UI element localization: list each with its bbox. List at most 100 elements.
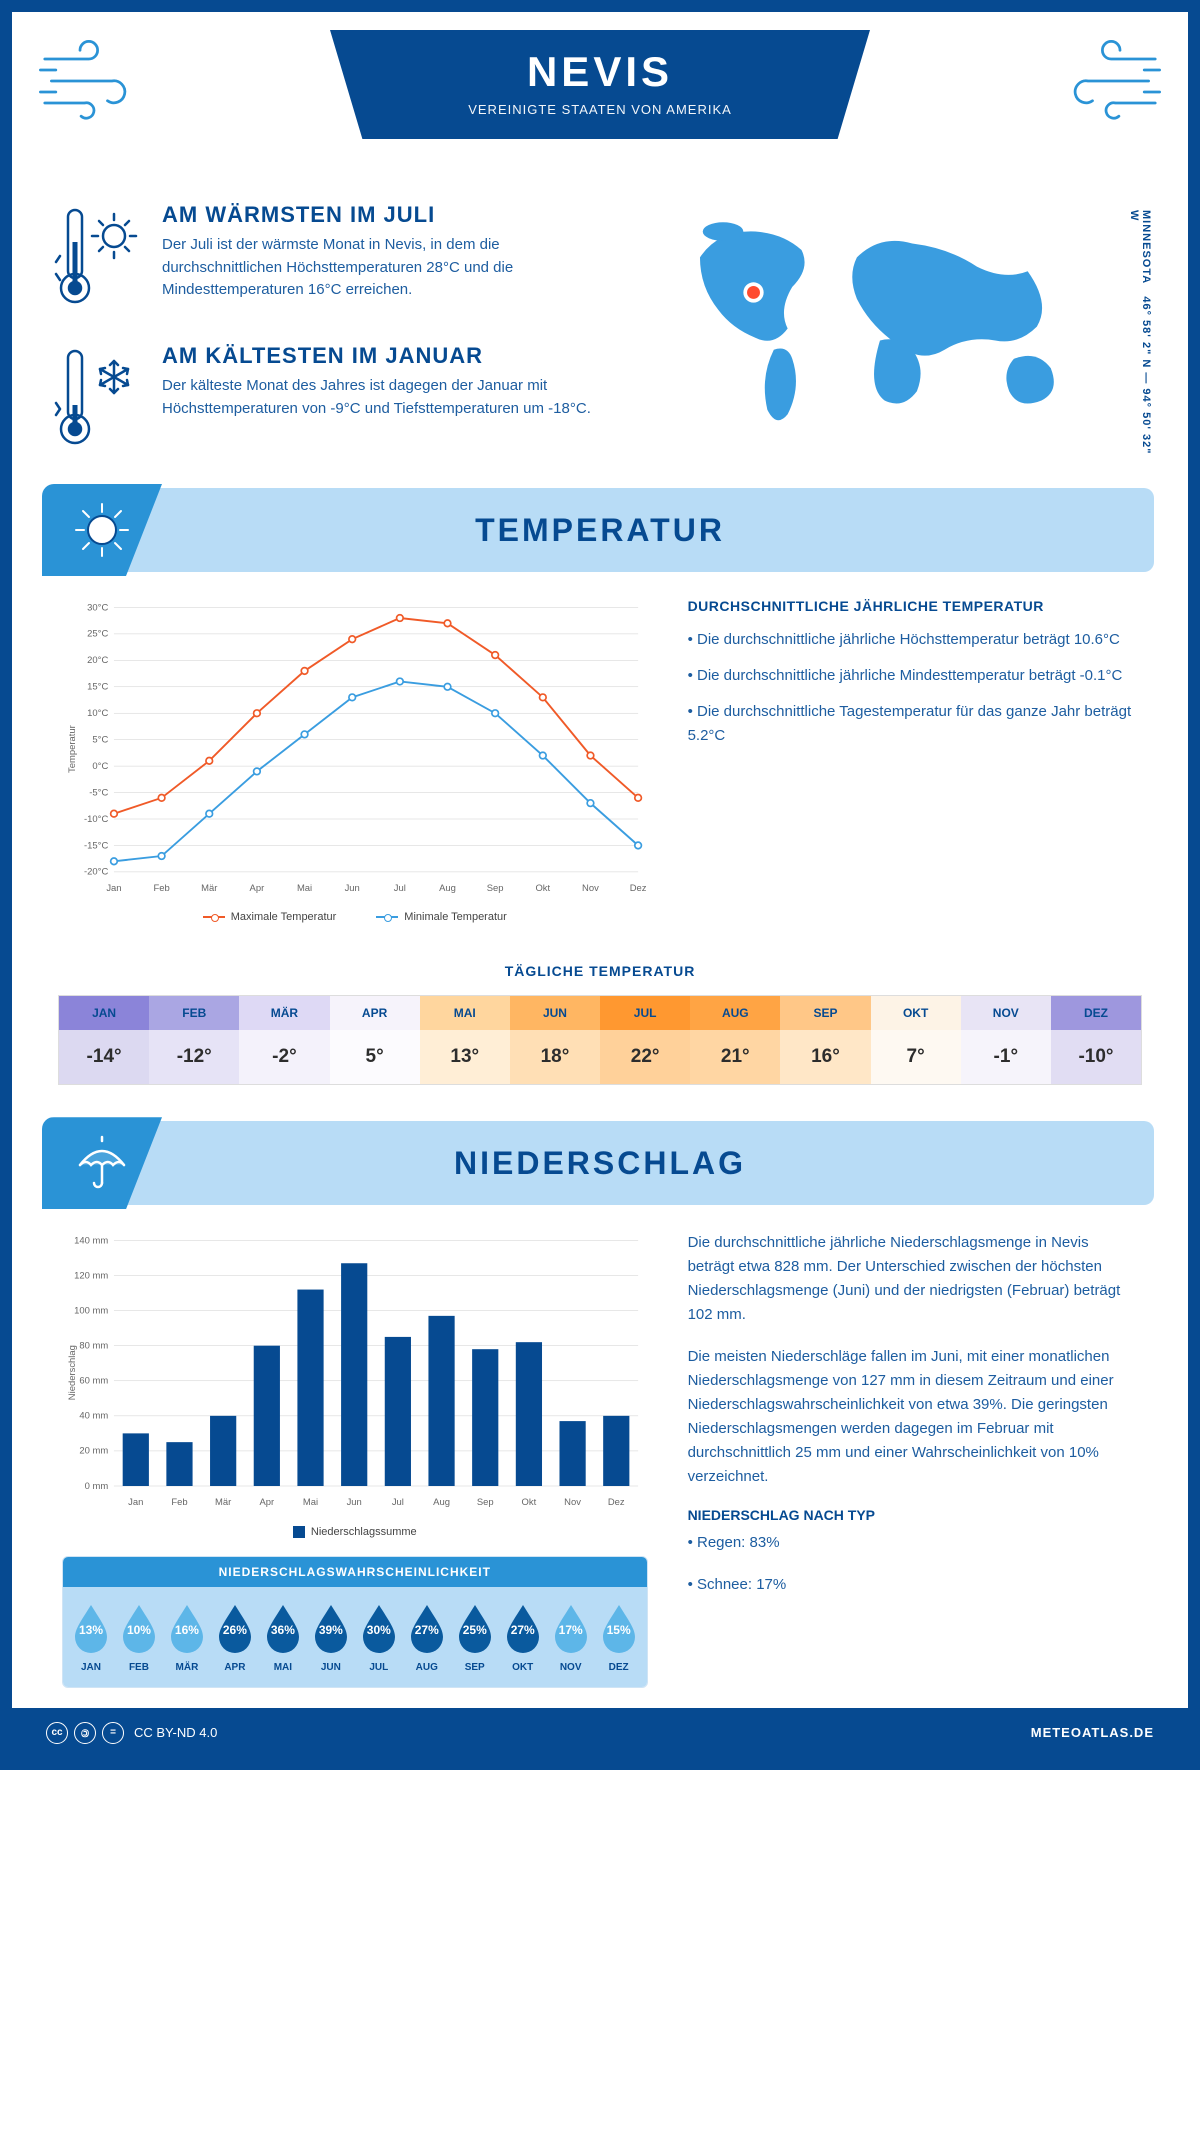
coordinates: MINNESOTA 46° 58' 2" N — 94° 50' 32" W (1128, 210, 1152, 458)
svg-text:-15°C: -15°C (84, 840, 108, 851)
temp-summary-text: DURCHSCHNITTLICHE JÄHRLICHE TEMPERATUR •… (688, 598, 1138, 923)
svg-text:120 mm: 120 mm (74, 1271, 108, 1282)
svg-text:100 mm: 100 mm (74, 1306, 108, 1317)
svg-text:Temperatur: Temperatur (67, 725, 78, 773)
daily-cell: DEZ-10° (1051, 996, 1141, 1084)
svg-text:0 mm: 0 mm (85, 1481, 109, 1492)
daily-cell: SEP16° (780, 996, 870, 1084)
svg-text:Mär: Mär (201, 883, 217, 894)
section-title-temp: TEMPERATUR (475, 512, 725, 549)
page-subtitle: VEREINIGTE STAATEN VON AMERIKA (370, 102, 830, 117)
svg-text:25°C: 25°C (87, 629, 108, 640)
fact-cold-title: AM KÄLTESTEN IM JANUAR (162, 343, 610, 369)
probability-drop: 26%APR (213, 1601, 257, 1673)
svg-text:30°C: 30°C (87, 602, 108, 613)
daily-cell: JUN18° (510, 996, 600, 1084)
svg-text:Okt: Okt (522, 1497, 537, 1508)
svg-text:Sep: Sep (487, 883, 504, 894)
thermometer-snow-icon (52, 343, 142, 458)
svg-text:Nov: Nov (564, 1497, 581, 1508)
svg-text:Jan: Jan (106, 883, 121, 894)
fact-cold: AM KÄLTESTEN IM JANUAR Der kälteste Mona… (52, 343, 610, 458)
probability-drop: 25%SEP (453, 1601, 497, 1673)
daily-temp-title: TÄGLICHE TEMPERATUR (12, 963, 1188, 979)
page-title: NEVIS (370, 48, 830, 96)
svg-text:Feb: Feb (153, 883, 169, 894)
svg-text:Okt: Okt (535, 883, 550, 894)
svg-text:10°C: 10°C (87, 708, 108, 719)
svg-text:Jun: Jun (347, 1497, 362, 1508)
probability-drop: 27%OKT (501, 1601, 545, 1673)
probability-drop: 15%DEZ (597, 1601, 641, 1673)
probability-drop: 10%FEB (117, 1601, 161, 1673)
svg-text:Jan: Jan (128, 1497, 143, 1508)
svg-text:-10°C: -10°C (84, 814, 108, 825)
svg-text:-20°C: -20°C (84, 867, 108, 878)
svg-text:Feb: Feb (171, 1497, 187, 1508)
section-head-temp: TEMPERATUR (46, 488, 1154, 572)
probability-drop: 17%NOV (549, 1601, 593, 1673)
daily-cell: JAN-14° (59, 996, 149, 1084)
svg-text:0°C: 0°C (92, 761, 108, 772)
thermometer-sun-icon (52, 202, 142, 317)
probability-box: NIEDERSCHLAGSWAHRSCHEINLICHKEIT 13%JAN10… (62, 1556, 648, 1688)
section-head-precip: NIEDERSCHLAG (46, 1121, 1154, 1205)
precip-chart: 0 mm 20 mm 40 mm 60 mm 80 mm 100 mm 120 mm 140 … (62, 1231, 648, 1537)
svg-text:Sep: Sep (477, 1497, 494, 1508)
svg-text:Dez: Dez (608, 1497, 625, 1508)
fact-warm-title: AM WÄRMSTEN IM JULI (162, 202, 610, 228)
daily-temp-strip: JAN-14°FEB-12°MÄR-2°APR5°MAI13°JUN18°JUL… (58, 995, 1142, 1085)
wind-icon (1054, 36, 1164, 126)
svg-text:Aug: Aug (439, 883, 456, 894)
svg-text:80 mm: 80 mm (79, 1341, 108, 1352)
svg-text:Niederschlag: Niederschlag (67, 1345, 78, 1400)
daily-cell: NOV-1° (961, 996, 1051, 1084)
svg-text:140 mm: 140 mm (74, 1235, 108, 1246)
world-map: MINNESOTA 46° 58' 2" N — 94° 50' 32" W (640, 202, 1148, 458)
wind-icon (36, 36, 146, 126)
svg-text:Apr: Apr (250, 883, 265, 894)
svg-text:40 mm: 40 mm (79, 1411, 108, 1422)
svg-text:Apr: Apr (259, 1497, 274, 1508)
daily-cell: MÄR-2° (239, 996, 329, 1084)
svg-text:5°C: 5°C (92, 734, 108, 745)
title-banner: NEVIS VEREINIGTE STAATEN VON AMERIKA (330, 30, 870, 139)
svg-text:Aug: Aug (433, 1497, 450, 1508)
svg-text:Mai: Mai (303, 1497, 318, 1508)
svg-text:Mär: Mär (215, 1497, 231, 1508)
daily-cell: APR5° (330, 996, 420, 1084)
daily-cell: FEB-12° (149, 996, 239, 1084)
svg-text:60 mm: 60 mm (79, 1376, 108, 1387)
svg-text:20 mm: 20 mm (79, 1446, 108, 1457)
svg-text:15°C: 15°C (87, 682, 108, 693)
fact-warm: AM WÄRMSTEN IM JULI Der Juli ist der wär… (52, 202, 610, 317)
daily-cell: OKT7° (871, 996, 961, 1084)
svg-text:-5°C: -5°C (89, 787, 108, 798)
daily-cell: MAI13° (420, 996, 510, 1084)
svg-text:20°C: 20°C (87, 655, 108, 666)
svg-text:Dez: Dez (630, 883, 647, 894)
precip-summary-text: Die durchschnittliche jährliche Niedersc… (688, 1231, 1138, 1687)
probability-drop: 36%MAI (261, 1601, 305, 1673)
probability-drop: 39%JUN (309, 1601, 353, 1673)
temp-legend: Maximale Temperatur Minimale Temperatur (62, 911, 648, 923)
summary-row: AM WÄRMSTEN IM JULI Der Juli ist der wär… (12, 192, 1188, 488)
probability-drop: 27%AUG (405, 1601, 449, 1673)
header: NEVIS VEREINIGTE STAATEN VON AMERIKA (12, 12, 1188, 192)
footer: cc🄯= CC BY-ND 4.0 METEOATLAS.DE (12, 1708, 1188, 1758)
fact-warm-text: Der Juli ist der wärmste Monat in Nevis,… (162, 234, 610, 302)
daily-cell: AUG21° (690, 996, 780, 1084)
site-name: METEOATLAS.DE (1031, 1725, 1154, 1740)
license-text: CC BY-ND 4.0 (134, 1725, 217, 1740)
svg-text:Jul: Jul (394, 883, 406, 894)
svg-text:Nov: Nov (582, 883, 599, 894)
cc-icons: cc🄯= (46, 1722, 124, 1744)
probability-drop: 13%JAN (69, 1601, 113, 1673)
section-title-precip: NIEDERSCHLAG (454, 1145, 746, 1182)
fact-cold-text: Der kälteste Monat des Jahres ist dagege… (162, 375, 610, 420)
temp-chart: -20°C -15°C -10°C -5°C 0°C 5°C 10°C 15°C 20°C 25°… (62, 598, 648, 923)
probability-drop: 16%MÄR (165, 1601, 209, 1673)
probability-drop: 30%JUL (357, 1601, 401, 1673)
daily-cell: JUL22° (600, 996, 690, 1084)
svg-text:Jul: Jul (392, 1497, 404, 1508)
